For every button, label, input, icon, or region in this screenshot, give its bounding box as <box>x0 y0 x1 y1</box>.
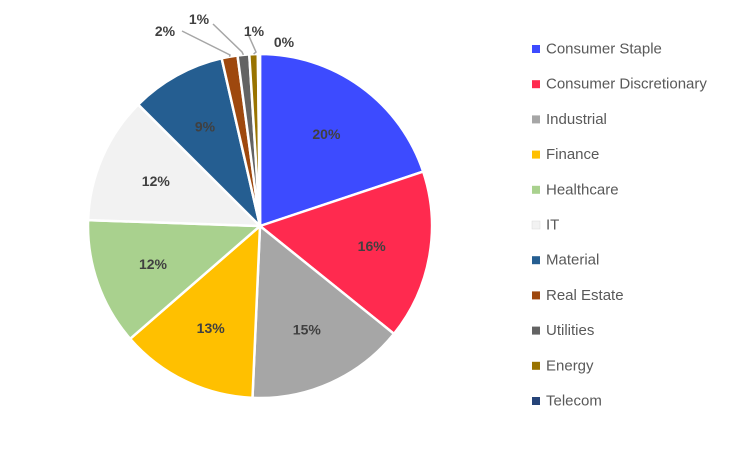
legend-label-real-estate: Real Estate <box>546 287 624 304</box>
data-label-material: 9% <box>195 119 216 135</box>
data-label-telecom: 0% <box>274 34 295 50</box>
legend-label-healthcare: Healthcare <box>546 181 619 198</box>
legend-swatch-material <box>532 256 540 265</box>
slice-finance <box>128 224 262 400</box>
legend-item-material: Material <box>532 252 599 269</box>
legend-swatch-telecom <box>532 397 540 405</box>
slice-consumer-discretionary <box>258 170 434 336</box>
data-label-energy: 1% <box>244 23 265 39</box>
legend-item-telecom: Telecom <box>532 393 602 410</box>
slice-material <box>136 57 262 228</box>
legend-swatch-healthcare <box>532 185 540 194</box>
slice-it <box>86 103 262 228</box>
legend-label-utilities: Utilities <box>546 322 594 339</box>
legend-swatch-consumer-staple <box>532 45 540 53</box>
legend-label-energy: Energy <box>546 357 594 374</box>
legend-swatch-consumer-discretionary <box>532 80 540 89</box>
slice-telecom <box>256 52 262 228</box>
legend-label-telecom: Telecom <box>546 393 602 410</box>
legend-label-finance: Finance <box>546 146 599 163</box>
legend-label-material: Material <box>546 252 599 269</box>
legend-item-real-estate: Real Estate <box>532 287 624 304</box>
legend-swatch-real-estate <box>532 291 540 300</box>
slice-healthcare <box>86 218 262 341</box>
slice-consumer-staple <box>258 52 425 228</box>
legend-item-energy: Energy <box>532 357 594 374</box>
legend-swatch-industrial <box>532 115 540 124</box>
legend-swatch-it <box>531 220 541 230</box>
data-label-consumer-discretionary: 16% <box>358 238 387 254</box>
legend-item-industrial: Industrial <box>532 111 607 128</box>
data-label-utilities: 1% <box>189 11 210 27</box>
data-labels: 20% 16% 15% 13% 12% 12% 9% 2% 1% 1% 0% <box>139 11 386 337</box>
data-label-finance: 13% <box>197 320 226 336</box>
leader-lines <box>181 23 257 57</box>
pie-slices <box>86 52 434 400</box>
leader-line-utilities <box>212 23 245 56</box>
data-label-healthcare: 12% <box>139 256 168 272</box>
legend: Consumer Staple Consumer Discretionary Ind… <box>531 41 707 410</box>
legend-item-consumer-discretionary: Consumer Discretionary <box>532 76 707 93</box>
legend-label-consumer-discretionary: Consumer Discretionary <box>546 76 707 93</box>
legend-item-healthcare: Healthcare <box>532 181 619 198</box>
legend-item-utilities: Utilities <box>532 322 594 339</box>
legend-item-finance: Finance <box>532 146 599 163</box>
data-label-industrial: 15% <box>293 321 322 337</box>
legend-label-industrial: Industrial <box>546 111 607 128</box>
leader-line-energy <box>247 33 257 55</box>
legend-swatch-utilities <box>532 326 540 335</box>
legend-swatch-energy <box>532 361 540 370</box>
legend-label-it: IT <box>546 217 559 234</box>
data-label-it: 12% <box>142 173 171 189</box>
legend-item-consumer-staple: Consumer Staple <box>532 41 662 58</box>
slice-industrial <box>251 224 396 400</box>
data-label-consumer-staple: 20% <box>312 126 341 142</box>
legend-swatch-finance <box>532 150 540 159</box>
legend-item-it: IT <box>531 217 559 234</box>
leader-line-real-estate <box>181 30 231 57</box>
legend-label-consumer-staple: Consumer Staple <box>546 41 662 58</box>
data-label-real-estate: 2% <box>155 23 176 39</box>
